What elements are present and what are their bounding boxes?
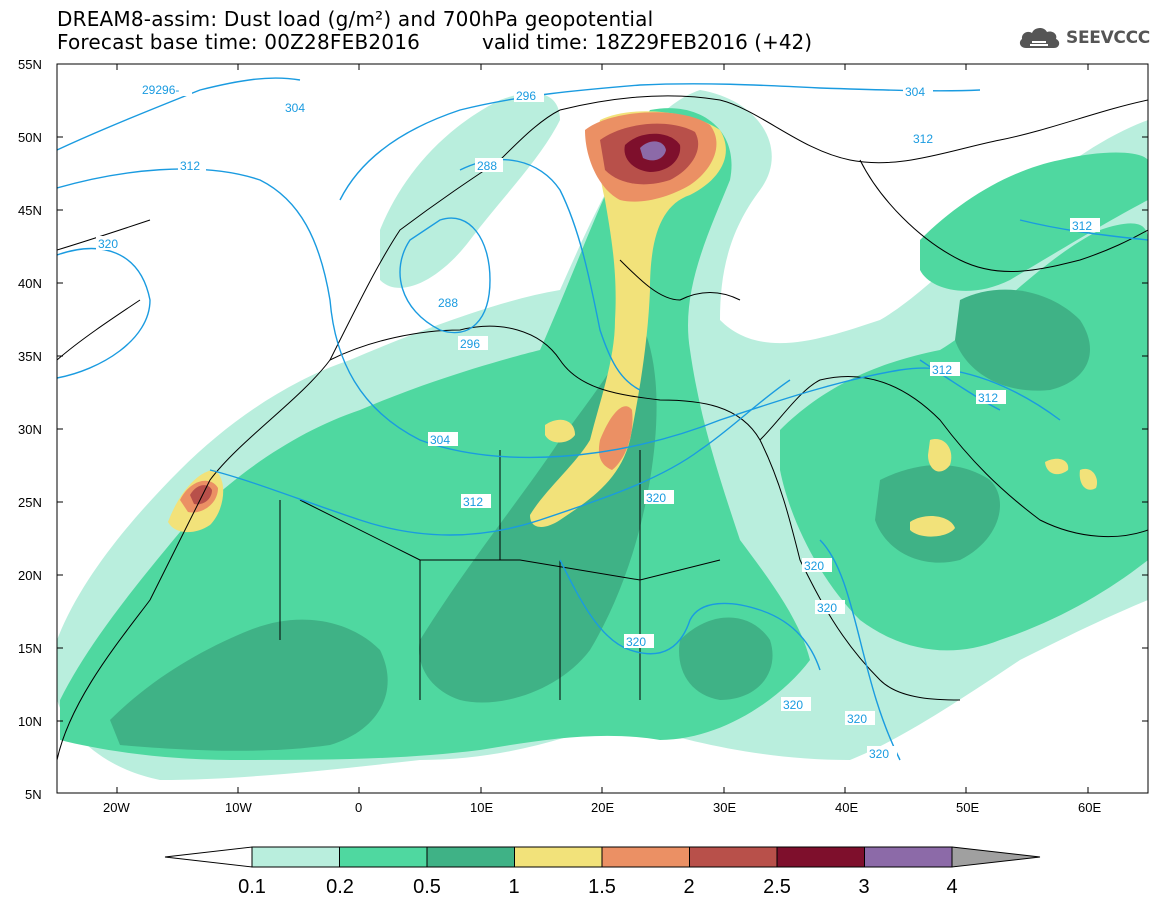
colorbar: 0.1 0.2 0.5 1 1.5 2 2.5 3 4	[164, 846, 1041, 898]
colorbar-label: 1.5	[588, 876, 616, 898]
colorbar-label: 2.5	[763, 876, 791, 898]
coastlines	[57, 95, 1148, 761]
colorbar-cell	[601, 846, 690, 868]
lon-label: 40E	[835, 800, 858, 815]
colorbar-labels: 0.1 0.2 0.5 1 1.5 2 2.5 3 4	[238, 876, 957, 898]
colorbar-max-arrow	[951, 846, 1041, 868]
lat-label: 50N	[18, 130, 42, 145]
lon-label: 30E	[713, 800, 736, 815]
colorbar-min-arrow	[164, 846, 253, 868]
colorbar-cell	[776, 846, 865, 868]
forecast-base-time: Forecast base time: 00Z28FEB2016	[57, 30, 421, 54]
lat-label: 35N	[18, 349, 42, 364]
contour-label: 320	[817, 601, 837, 615]
contour-label: 320	[783, 698, 803, 712]
longitude-axis: 20W 10W 0 10E 20E 30E 40E 50E 60E	[103, 64, 1101, 815]
seevccc-logo: SEEVCCC	[1018, 24, 1150, 52]
contour-label: 320	[804, 559, 824, 573]
colorbar-label: 0.2	[326, 876, 354, 898]
colorbar-label: 1	[508, 876, 519, 898]
contour-label: 304	[430, 433, 450, 447]
lon-label: 20W	[103, 800, 130, 815]
lat-label: 45N	[18, 203, 42, 218]
colorbar-cell	[251, 846, 340, 868]
contour-label: 29296-	[142, 83, 179, 97]
lat-label: 5N	[25, 787, 42, 802]
contour-label: 288	[477, 159, 497, 173]
lon-label: 20E	[591, 800, 614, 815]
contour-label: 312	[932, 363, 952, 377]
lat-label: 25N	[18, 495, 42, 510]
colorbar-label: 2	[683, 876, 694, 898]
lat-label: 55N	[18, 57, 42, 72]
lat-label: 40N	[18, 276, 42, 291]
map-title: DREAM8-assim: Dust load (g/m²) and 700hP…	[57, 7, 654, 31]
colorbar-cell	[864, 846, 953, 868]
latitude-axis: 55N 50N 45N 40N 35N 30N 25N 20N 15N 10N …	[18, 57, 1148, 802]
dust-field-purple	[640, 141, 666, 161]
contour-label: 320	[869, 747, 889, 761]
lat-label: 10N	[18, 714, 42, 729]
contour-label: 304	[905, 85, 925, 99]
contour-label: 312	[463, 495, 483, 509]
valid-time: valid time: 18Z29FEB2016 (+42)	[482, 30, 813, 54]
contour-label: 296	[460, 337, 480, 351]
colorbar-cell	[689, 846, 778, 868]
colorbar-cell	[339, 846, 428, 868]
contour-label: 320	[98, 237, 118, 251]
contour-label: 320	[847, 712, 867, 726]
logo-text: SEEVCCC	[1066, 28, 1150, 48]
contour-label: 312	[913, 132, 933, 146]
cloud-icon	[1019, 27, 1060, 48]
colorbar-cells	[251, 846, 953, 868]
lat-label: 20N	[18, 568, 42, 583]
lat-label: 30N	[18, 422, 42, 437]
contour-label: 312	[180, 159, 200, 173]
colorbar-label: 3	[858, 876, 869, 898]
colorbar-label: 0.1	[238, 876, 266, 898]
contour-label: 312	[978, 391, 998, 405]
colorbar-label: 4	[946, 876, 957, 898]
contour-label-group: 29296- 304 304 296 312 312 288 320 288 2…	[96, 82, 1100, 761]
lon-label: 60E	[1078, 800, 1101, 815]
contour-label: 296	[516, 89, 536, 103]
colorbar-cell	[426, 846, 515, 868]
lat-label: 15N	[18, 641, 42, 656]
map-content: 29296- 304 304 296 312 312 288 320 288 2…	[57, 77, 1148, 780]
lon-label: 50E	[956, 800, 979, 815]
contour-label: 304	[285, 101, 305, 115]
contour-label: 320	[626, 635, 646, 649]
colorbar-cell	[514, 846, 603, 868]
lon-label: 0	[355, 800, 362, 815]
lon-label: 10E	[470, 800, 493, 815]
contour-label: 312	[1072, 219, 1092, 233]
lon-label: 10W	[225, 800, 252, 815]
contour-label: 288	[438, 296, 458, 310]
contour-label: 320	[646, 491, 666, 505]
colorbar-label: 0.5	[413, 876, 441, 898]
